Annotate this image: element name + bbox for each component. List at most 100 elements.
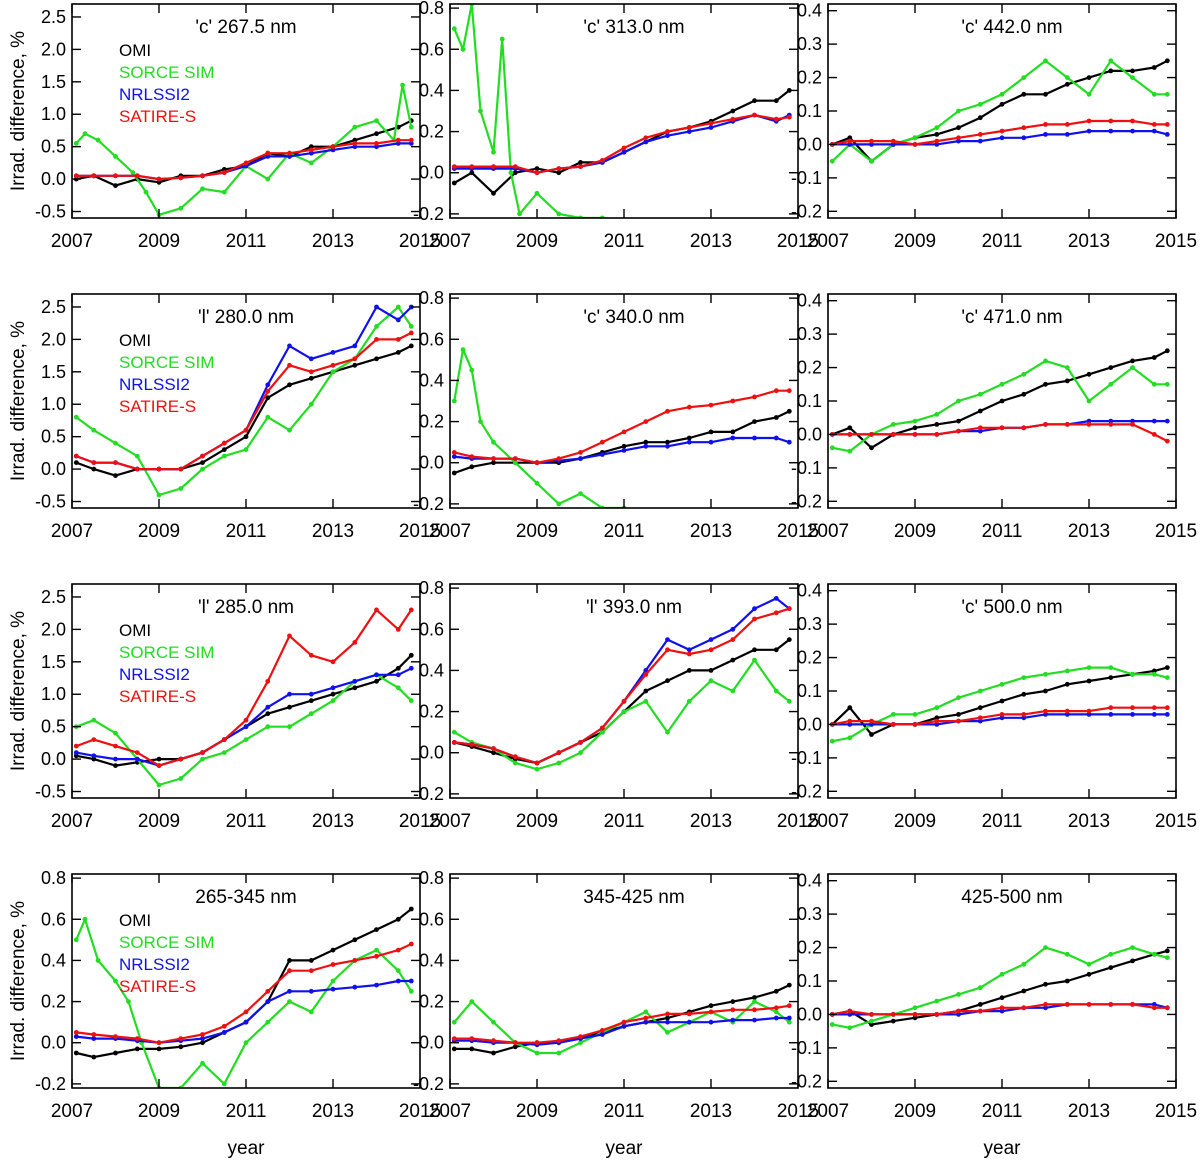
series-line-satire-s [454, 1004, 790, 1044]
y-tick-label: 0.4 [797, 291, 822, 311]
y-tick-label: 0.1 [797, 681, 822, 701]
x-tick-label: 2007 [51, 811, 93, 832]
y-tick-label: 0.0 [797, 1004, 822, 1024]
panel-title: 'c' 340.0 nm [583, 307, 684, 328]
data-point-satire-s [999, 1005, 1005, 1011]
y-tick-label: 0.2 [797, 938, 822, 958]
y-tick-label: 0.8 [419, 578, 444, 598]
data-point-sorce-sim [934, 705, 940, 711]
y-tick-label: 1.5 [41, 362, 66, 382]
x-tick-label: 2007 [807, 1101, 849, 1122]
data-point-sorce-sim [578, 491, 583, 496]
y-tick-label: 0.3 [797, 324, 822, 344]
x-tick-label: 2009 [516, 521, 558, 542]
data-point-omi [708, 668, 714, 673]
data-point-sorce-sim [869, 158, 874, 164]
x-tick-label: 2011 [982, 811, 1023, 832]
data-point-satire-s [287, 150, 292, 156]
data-point-omi [977, 115, 983, 121]
data-point-nrlssi2 [352, 343, 358, 349]
data-point-sorce-sim [999, 971, 1005, 977]
x-tick-label: 2011 [604, 521, 645, 542]
data-point-sorce-sim [243, 737, 249, 742]
data-point-sorce-sim [912, 135, 918, 141]
series-line-nrlssi2 [832, 1003, 1168, 1016]
data-point-satire-s [956, 1008, 961, 1014]
data-point-sorce-sim [534, 1050, 540, 1056]
y-tick-label: -0.2 [413, 1074, 444, 1094]
data-point-sorce-sim [773, 688, 779, 694]
data-point-nrlssi2 [408, 978, 414, 984]
data-point-omi [956, 712, 961, 717]
data-point-omi [1043, 981, 1048, 987]
data-point-omi [999, 101, 1005, 107]
y-tick-label: 1.5 [41, 72, 66, 92]
data-point-omi [686, 435, 692, 441]
data-point-sorce-sim [243, 1040, 249, 1046]
data-point-satire-s [1164, 705, 1170, 711]
data-point-nrlssi2 [221, 1030, 227, 1035]
data-point-satire-s [578, 450, 583, 455]
data-point-satire-s [287, 362, 292, 368]
panel-7: -0.5 0.0 0.5 1.0 1.5 2.0 2.5 2007 2009 2011 2013 20… [8, 583, 441, 832]
y-tick-label: 0.8 [419, 0, 444, 18]
data-point-sorce-sim [890, 422, 896, 427]
data-point-satire-s [847, 718, 853, 724]
data-point-satire-s [643, 1015, 649, 1021]
data-point-nrlssi2 [200, 1036, 205, 1041]
data-point-satire-s [934, 432, 940, 437]
data-point-satire-s [912, 1012, 918, 1017]
data-point-nrlssi2 [665, 443, 670, 449]
data-point-satire-s [621, 1019, 627, 1025]
data-point-satire-s [374, 141, 379, 146]
legend-label-sorce-sim: SORCE SIM [119, 643, 214, 662]
data-point-nrlssi2 [134, 756, 140, 762]
y-tick-label: 0.3 [797, 904, 822, 924]
data-point-satire-s [869, 1012, 874, 1017]
data-point-omi [977, 1002, 983, 1007]
data-point-satire-s [686, 651, 692, 657]
data-point-sorce-sim [451, 26, 457, 32]
data-point-sorce-sim [912, 418, 918, 424]
data-point-omi [1108, 365, 1114, 370]
data-point-nrlssi2 [686, 1019, 692, 1025]
x-tick-label: 2009 [894, 1101, 936, 1122]
x-tick-label: 2013 [690, 521, 732, 542]
data-point-satire-s [1086, 708, 1092, 714]
legend-label-sorce-sim: SORCE SIM [119, 933, 214, 952]
data-point-sorce-sim [395, 304, 401, 310]
data-point-omi [1108, 965, 1114, 970]
data-point-omi [1043, 91, 1048, 97]
data-point-omi [134, 1046, 140, 1052]
data-point-satire-s [134, 466, 140, 472]
data-point-nrlssi2 [330, 685, 336, 691]
data-point-satire-s [686, 125, 692, 130]
legend-label-nrlssi2: NRLSSI2 [119, 955, 190, 974]
data-point-omi [352, 362, 358, 368]
data-point-sorce-sim [200, 1060, 205, 1066]
data-point-sorce-sim [556, 1050, 562, 1056]
data-point-sorce-sim [1151, 381, 1157, 387]
data-point-omi [491, 750, 496, 756]
data-point-nrlssi2 [243, 724, 249, 730]
y-tick-label: 0.3 [797, 34, 822, 54]
x-tick-label: 2009 [138, 231, 180, 252]
data-point-nrlssi2 [91, 753, 97, 759]
series-line-omi [453, 410, 790, 475]
x-tick-label: 2009 [894, 521, 936, 542]
data-point-sorce-sim [451, 729, 457, 735]
data-point-sorce-sim [847, 735, 853, 741]
legend-label-sorce-sim: SORCE SIM [119, 353, 214, 372]
x-tick-label: 2011 [226, 811, 267, 832]
x-tick-label: 2011 [226, 1101, 267, 1122]
data-point-omi [113, 473, 118, 478]
data-point-omi [1108, 675, 1114, 680]
x-tick-label: 2011 [982, 231, 1023, 252]
x-tick-label: 2009 [894, 811, 936, 832]
panel-3: -0.2 -0.1 0.0 0.1 0.2 0.3 0.4 2007 2009 2011 2013 2… [791, 1, 1197, 252]
data-point-sorce-sim [578, 1040, 583, 1046]
data-point-nrlssi2 [352, 144, 358, 150]
data-point-omi [200, 460, 205, 465]
data-point-sorce-sim [374, 947, 379, 953]
data-point-sorce-sim [752, 657, 757, 663]
